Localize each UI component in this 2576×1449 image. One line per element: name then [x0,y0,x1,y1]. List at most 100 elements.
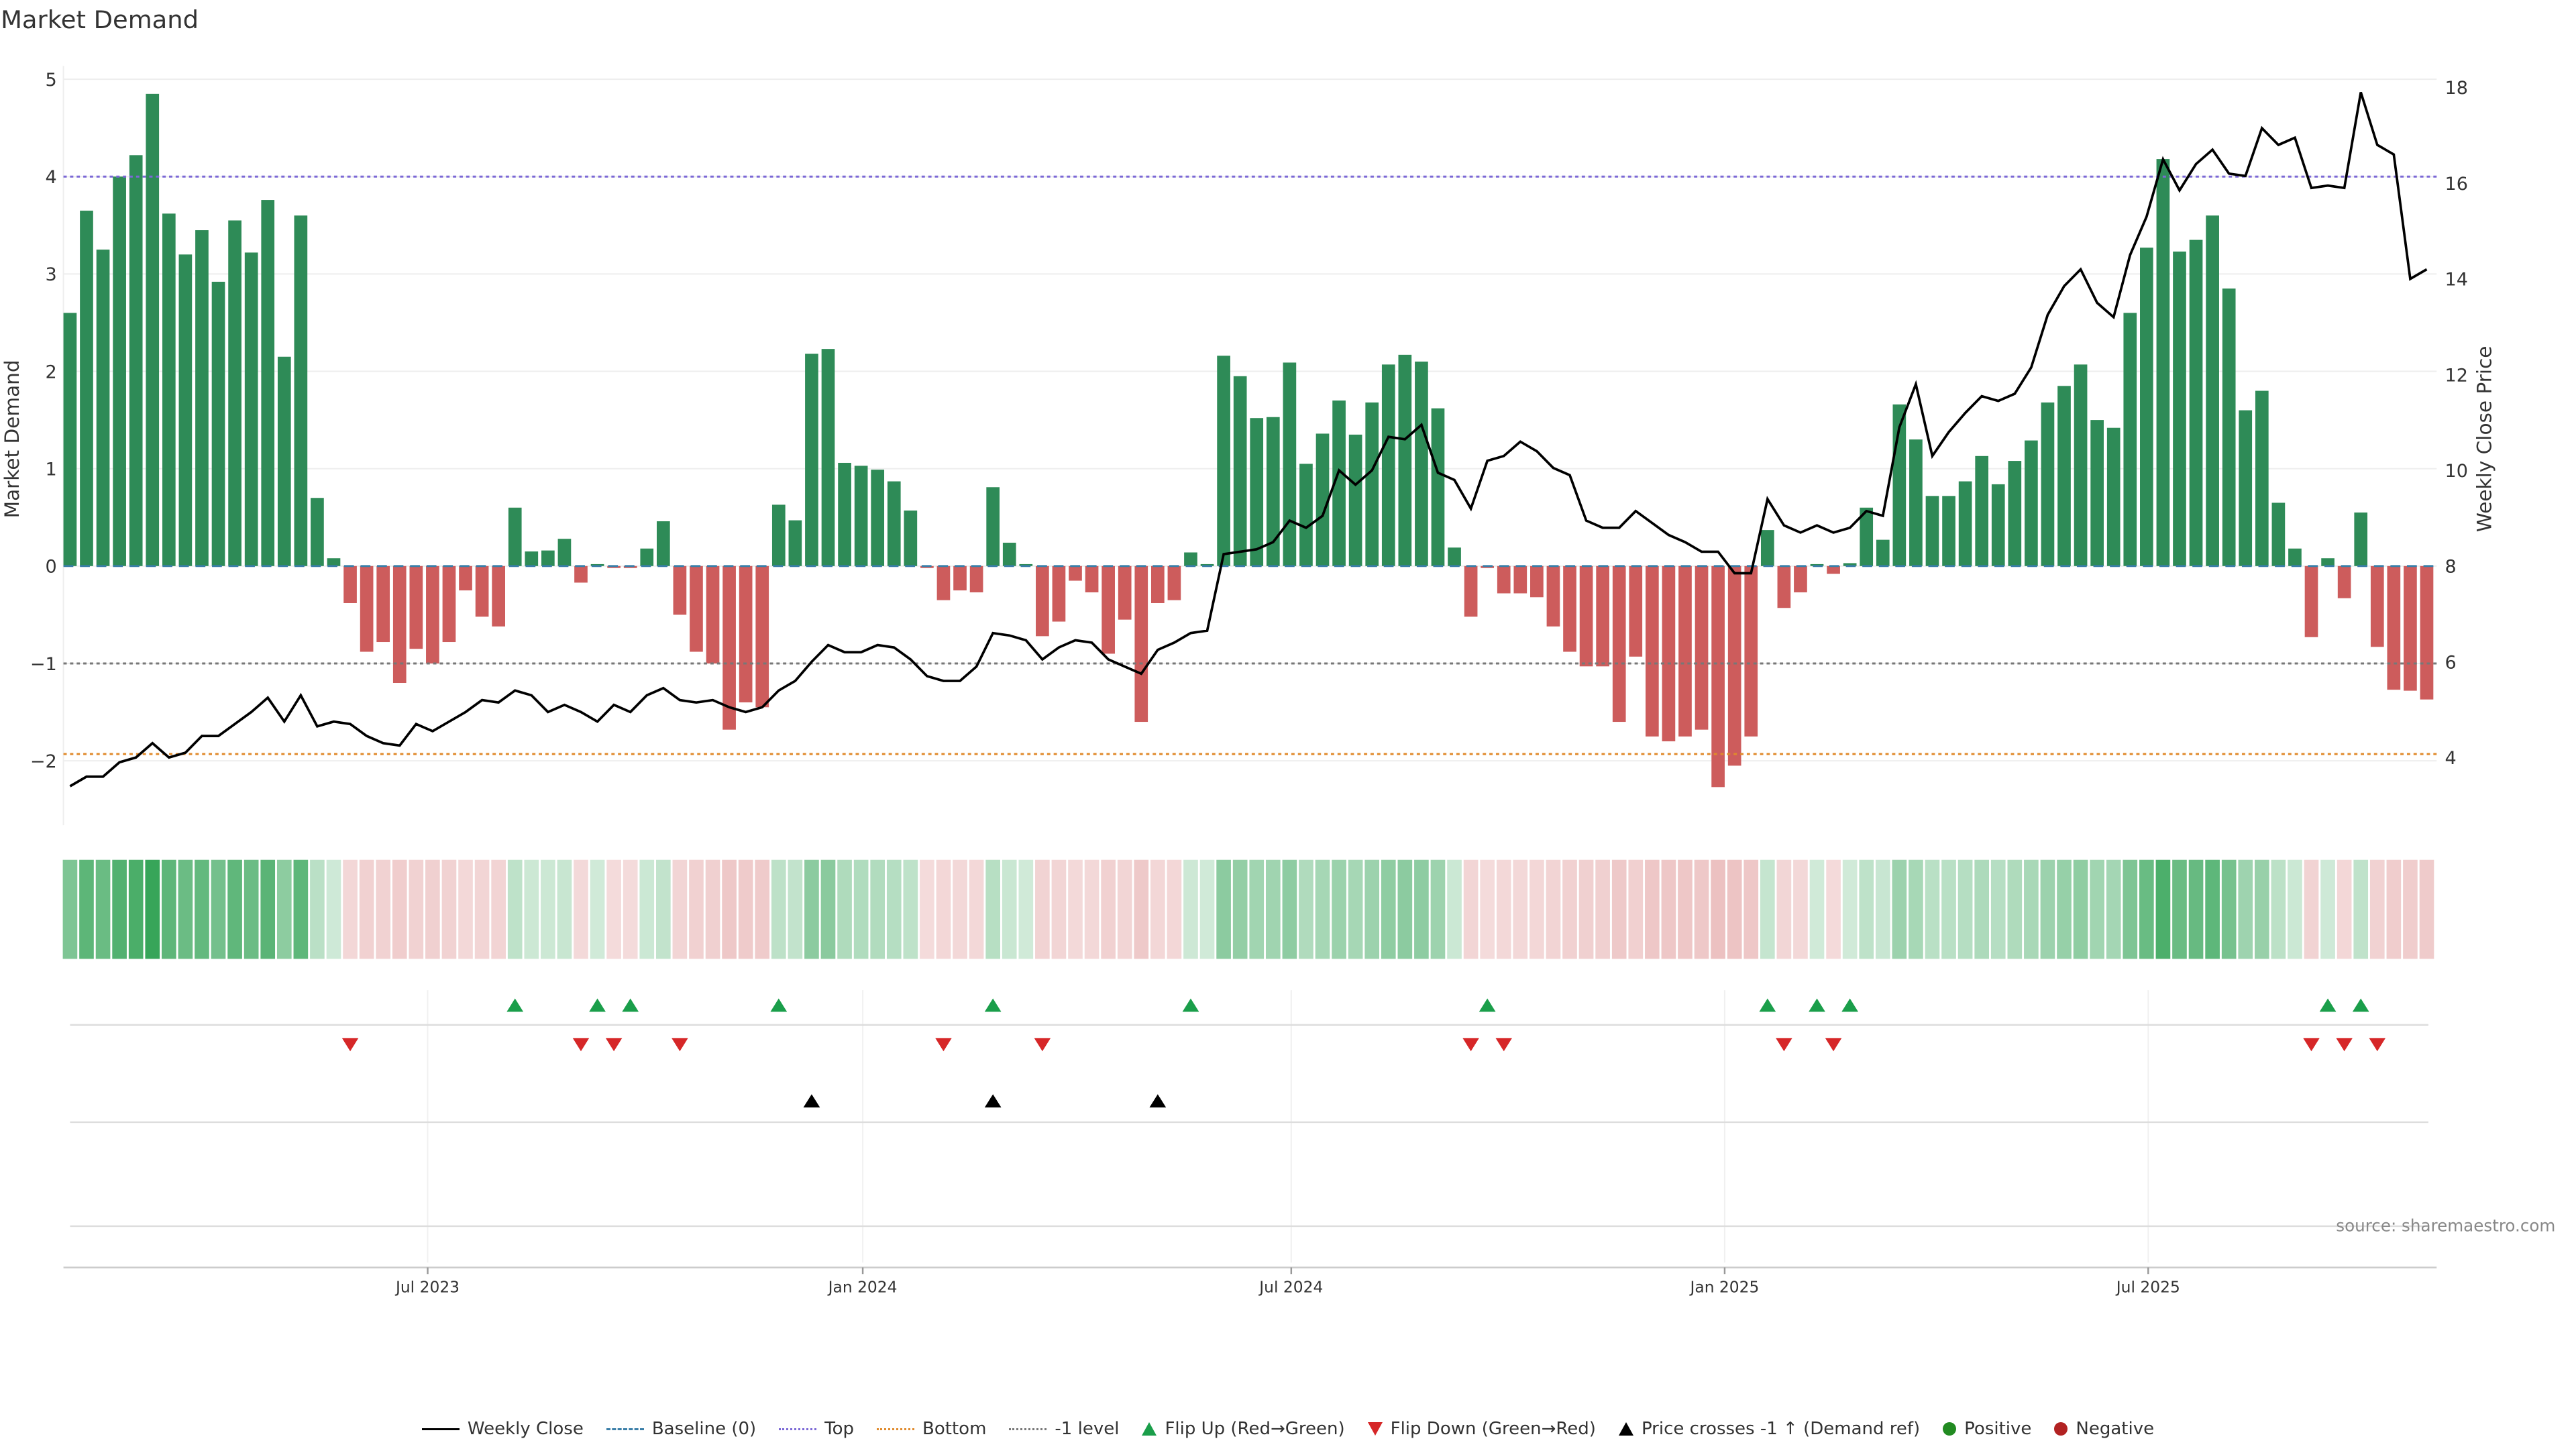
demand-bar [277,356,291,566]
demand-bar [2337,566,2351,598]
legend-label: Weekly Close [467,1419,584,1439]
demand-bar [2123,313,2137,566]
flip-down-marker [1825,1038,1842,1052]
heatmap-cell [1611,859,1627,959]
heatmap-cell [1546,859,1561,959]
heatmap-cell [2238,859,2253,959]
heatmap-cell [2007,859,2023,959]
heatmap-cell [1727,859,1742,959]
heatmap-cell [689,859,704,959]
heatmap-cell [1694,859,1709,959]
demand-bar [392,566,407,684]
demand-bar [1662,566,1676,742]
demand-bar [1002,542,1016,566]
flip-up-marker [984,998,1002,1012]
demand-bar [228,220,241,566]
heatmap-cell [1299,859,1313,959]
y-tick-label: 5 [46,70,57,91]
demand-bar [113,176,126,566]
flip-up-marker [589,998,606,1012]
heatmap-cell [1595,859,1610,959]
x-tick-label: Jan 2024 [827,1277,898,1296]
demand-bar [2057,386,2071,566]
demand-bar [640,548,654,566]
heatmap-cell [1397,859,1413,959]
heatmap-cell [1084,859,1099,959]
heatmap-cell [2304,859,2319,959]
demand-bar [1612,566,1626,722]
heatmap-cell [623,859,638,959]
triangle-up-icon [1142,1422,1157,1436]
demand-bar [2354,512,2368,566]
demand-bar [1398,354,1412,566]
demand-bar [2387,566,2401,690]
demand-bar [1794,566,1807,593]
heatmap-cell [326,859,341,959]
demand-bar [1233,376,1247,566]
heatmap-cell [1562,859,1577,959]
demand-bar [673,566,687,615]
demand-bar [1118,566,1132,620]
legend-flip-up: Flip Up (Red→Green) [1142,1419,1345,1439]
demand-bar [1843,563,1857,566]
demand-bar [2074,364,2088,566]
demand-bar [1958,481,1972,566]
demand-bar [821,349,835,566]
heatmap-cell [1496,859,1511,959]
demand-bar [1777,566,1791,608]
heatmap-cell [1117,859,1132,959]
demand-bar [1579,566,1593,667]
demand-bar [690,566,703,652]
demand-bar [1711,566,1725,788]
heatmap-cell [870,859,885,959]
heatmap-cell [2073,859,2088,959]
price-cross-marker [1149,1094,1167,1108]
heatmap-cell [1183,859,1198,959]
heatmap-cell [343,859,358,959]
demand-bar [442,566,456,643]
heatmap-cell [2155,859,2171,959]
heatmap-cell [195,859,209,959]
heatmap-cell [62,859,78,959]
heatmap-cell [474,859,490,959]
heatmap-cell [557,859,572,959]
demand-bar [376,566,390,643]
heatmap-cell [458,859,473,959]
demand-bar [1069,566,1082,581]
demand-bar [1036,566,1049,637]
heatmap-cell [920,859,934,959]
demand-bar [969,566,983,593]
demand-bar [2025,440,2038,566]
demand-bar [261,200,275,566]
heatmap-cell [1480,859,1495,959]
demand-bar [1497,566,1511,594]
flip-up-marker [1479,998,1496,1012]
heatmap-cell [1249,859,1265,959]
heatmap-cell [2221,859,2237,959]
heatmap-cell [1002,859,1017,959]
demand-bar [838,462,851,566]
demand-bar [1744,566,1758,737]
demand-bar [1563,566,1576,652]
legend: Weekly Close Baseline (0) Top Bottom -1 … [0,1419,2576,1439]
y2-tick-label: 14 [2445,270,2468,290]
demand-bar [129,155,143,566]
heatmap-cell [1447,859,1462,959]
demand-bar [2090,420,2104,566]
heatmap-cell [837,859,852,959]
demand-bar [739,566,753,703]
demand-bar [656,521,670,566]
demand-bar [788,520,802,566]
legend-weekly-close: Weekly Close [421,1419,584,1439]
heatmap-cell [293,859,309,959]
heatmap-cell [886,859,902,959]
heatmap-cell [1974,859,1990,959]
x-tick-label: Jul 2025 [2115,1277,2180,1296]
heatmap-cell [1232,859,1248,959]
price-cross-marker [984,1094,1002,1108]
demand-bar [1134,566,1148,722]
x-axis: Jul 2023 Jan 2024 Jul 2024 Jan 2025 Jul 2025 [63,1267,2437,1296]
y-tick-label: −1 [30,654,57,675]
heatmap-cell [1199,859,1215,959]
